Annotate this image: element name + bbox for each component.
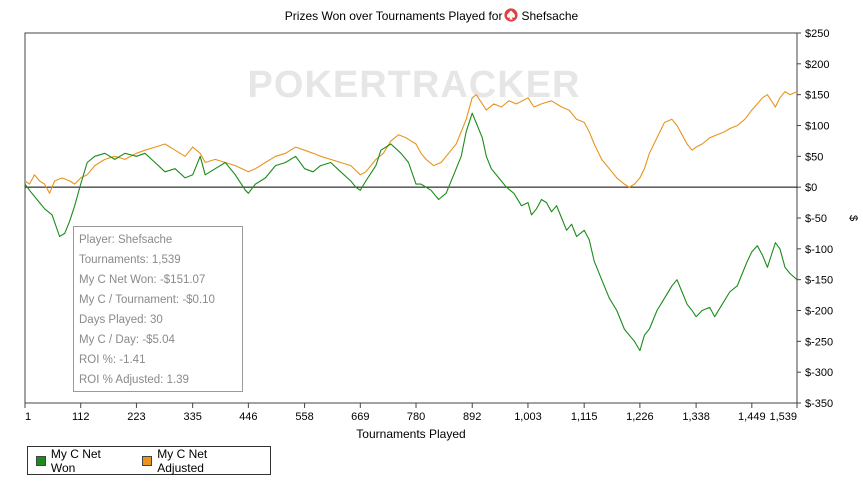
chart-title-text: Prizes Won over Tournaments Played for	[284, 9, 503, 23]
watermark: POKERTRACKER	[248, 64, 581, 106]
x-tick-label: 669	[351, 411, 369, 423]
y-tick-label: $50	[805, 151, 823, 163]
y-tick-label: $200	[805, 59, 829, 71]
stat-net-won: My C Net Won: -$151.07	[79, 274, 206, 286]
stat-roi-adjusted: ROI % Adjusted: 1.39	[79, 374, 189, 386]
legend-item-net-adjusted[interactable]: My C Net Adjusted	[142, 447, 255, 475]
x-axis: 1 112 223 335 446 558 669 780 892 1,003 1,115 1,226…	[24, 403, 798, 423]
stats-tooltip: Player: Shefsache Tournaments: 1,539 My …	[73, 226, 243, 392]
stat-tournaments: Tournaments: 1,539	[79, 254, 181, 266]
x-tick-label: 223	[127, 411, 145, 423]
y-tick-label: $-100	[805, 244, 833, 256]
legend-item-net-won[interactable]: My C Net Won	[36, 447, 127, 475]
y-tick-label: $0	[805, 182, 817, 194]
y-tick-label: $150	[805, 90, 829, 102]
y-tick-label: $-150	[805, 275, 833, 287]
y-axis-label: $	[847, 215, 859, 221]
chart-title-player: Shefsache	[521, 9, 579, 23]
x-tick-label: 558	[295, 411, 313, 423]
x-tick-label: 335	[183, 411, 201, 423]
x-tick-label: 446	[239, 411, 257, 423]
y-tick-label: $-300	[805, 367, 833, 379]
legend-label-net-adjusted: My C Net Adjusted	[157, 446, 208, 475]
stat-days-played: Days Played: 30	[79, 314, 163, 326]
stat-per-day: My C / Day: -$5.04	[79, 334, 175, 346]
y-tick-label: $100	[805, 121, 829, 133]
y-tick-label: $250	[805, 28, 829, 40]
stat-player: Player: Shefsache	[79, 234, 173, 246]
legend-swatch-net-won	[36, 455, 46, 466]
x-tick-label: 892	[463, 411, 481, 423]
spade-icon	[504, 8, 519, 22]
series-line-my-c-net-adjusted	[24, 91, 798, 194]
x-tick-label: 1,115	[571, 411, 598, 423]
x-tick-label: 1,226	[626, 411, 654, 423]
legend-label-net-won: My C Net Won	[50, 446, 101, 475]
x-axis-label: Tournaments Played	[356, 427, 465, 441]
y-tick-label: $-200	[805, 306, 833, 318]
series-group	[24, 91, 798, 352]
x-tick-label: 1	[25, 411, 31, 423]
stat-roi: ROI %: -1.41	[79, 354, 146, 366]
x-tick-label: 1,449	[738, 411, 766, 423]
x-tick-label: 780	[407, 411, 425, 423]
y-tick-label: $-250	[805, 336, 833, 348]
legend-swatch-net-adjusted	[142, 455, 153, 466]
stat-per-tournament: My C / Tournament: -$0.10	[79, 294, 215, 306]
chart-title: Prizes Won over Tournaments Played for Sh…	[0, 8, 863, 23]
x-tick-label: 112	[72, 411, 90, 423]
legend: My C Net Won My C Net Adjusted	[27, 446, 271, 475]
y-tick-label: $-350	[805, 398, 833, 410]
y-axis: $250 $200 $150 $100 $50 $0 $-50 $-100 $-150 $-200…	[797, 28, 833, 410]
x-tick-label: 1,338	[682, 411, 710, 423]
x-tick-label: 1,539	[769, 411, 797, 423]
y-tick-label: $-50	[805, 213, 827, 225]
x-tick-label: 1,003	[514, 411, 542, 423]
series-line-my-c-net-won	[24, 112, 798, 352]
